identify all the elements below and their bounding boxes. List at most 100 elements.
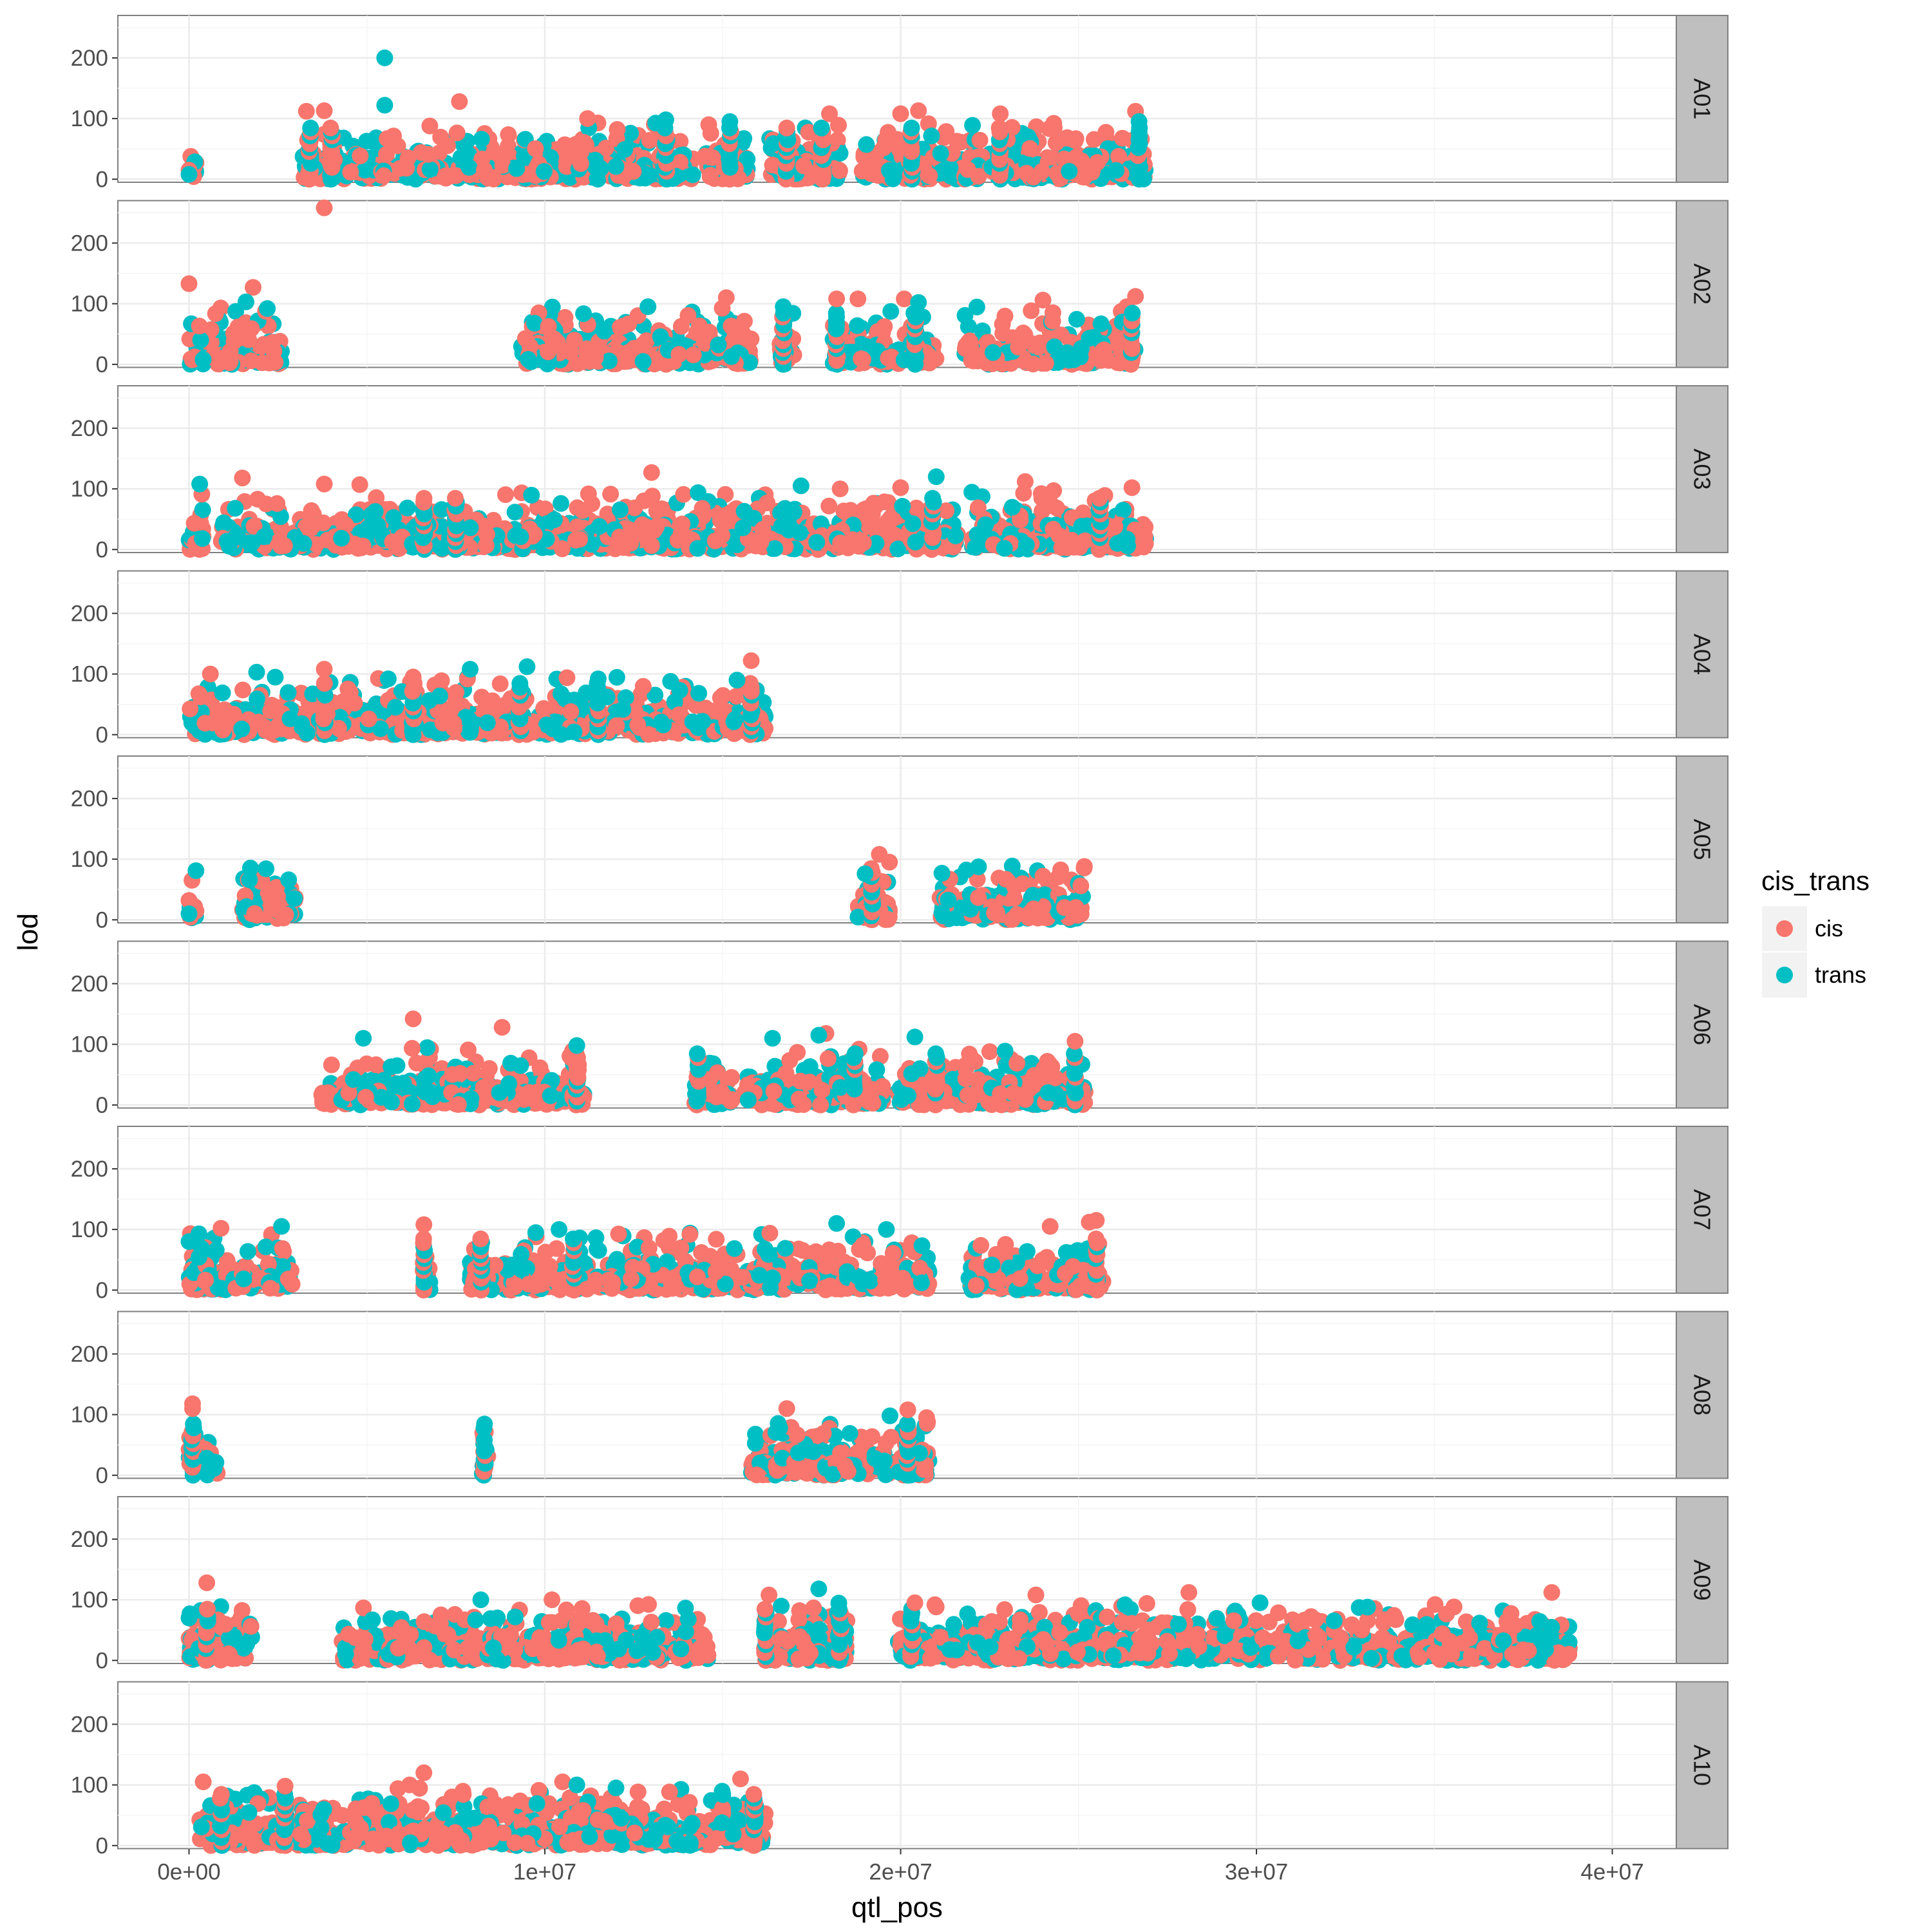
data-point-cis [500, 126, 517, 144]
data-point-trans [641, 167, 658, 184]
data-point-cis [476, 162, 493, 178]
data-point-cis [351, 476, 368, 493]
facet-points [180, 49, 1154, 188]
data-point-trans [657, 111, 674, 128]
data-point-cis [702, 167, 719, 184]
data-point-cis [971, 131, 989, 149]
data-point-cis [316, 675, 333, 692]
data-point-cis [439, 137, 456, 155]
y-tick-label: 200 [71, 416, 108, 441]
data-point-trans [923, 128, 940, 145]
data-point-cis [641, 131, 658, 149]
data-point-trans [366, 503, 384, 520]
data-point-trans [828, 305, 845, 322]
data-point-trans [526, 314, 543, 332]
data-point-cis [421, 117, 439, 135]
data-point-trans [248, 663, 265, 681]
data-point-cis [399, 149, 417, 166]
data-point-cis [1033, 163, 1050, 180]
data-point-cis [1010, 339, 1027, 355]
data-point-cis [354, 537, 372, 554]
data-point-cis [341, 684, 359, 701]
data-point-trans [545, 511, 563, 529]
data-point-cis [1046, 119, 1063, 137]
data-point-trans [192, 332, 209, 349]
data-point-cis [828, 290, 846, 308]
data-point-cis [316, 199, 333, 216]
data-point-trans [376, 97, 393, 114]
data-point-cis [1016, 473, 1034, 490]
data-point-cis [670, 346, 688, 363]
data-point-cis [674, 515, 691, 533]
data-point-trans [710, 336, 727, 354]
data-point-cis [685, 346, 702, 363]
data-point-cis [889, 131, 906, 148]
data-point-trans [689, 540, 706, 557]
data-point-cis [448, 124, 466, 142]
data-point-cis [182, 700, 199, 717]
data-point-cis [679, 307, 697, 324]
data-point-trans [376, 49, 393, 66]
y-tick-label: 100 [71, 662, 108, 687]
data-point-cis [234, 469, 251, 487]
data-point-trans [508, 160, 526, 177]
data-point-cis [675, 486, 692, 503]
data-point-trans [690, 685, 708, 702]
data-point-cis [210, 709, 227, 726]
data-point-cis [996, 307, 1014, 325]
data-point-cis [672, 154, 689, 171]
data-point-trans [907, 533, 924, 551]
data-point-trans [721, 113, 739, 130]
data-point-cis [562, 703, 580, 721]
data-point-trans [298, 724, 316, 742]
facet-strip-label: A05 [1689, 819, 1716, 860]
data-point-cis [558, 669, 576, 687]
data-point-cis [854, 351, 871, 368]
data-point-trans [608, 668, 625, 686]
data-point-cis [702, 125, 719, 142]
data-point-cis [831, 480, 849, 498]
data-point-trans [813, 119, 830, 137]
data-point-cis [445, 714, 462, 732]
data-point-trans [1108, 162, 1125, 179]
data-point-trans [1119, 537, 1136, 554]
data-point-trans [1018, 536, 1035, 554]
y-tick-label: 0 [96, 167, 108, 192]
data-point-cis [1053, 539, 1070, 556]
data-point-trans [421, 161, 439, 178]
data-point-cis [1095, 341, 1113, 359]
facet-panels: 0100200A010100200A020100200A030100200A04… [71, 15, 1728, 1859]
data-point-cis [540, 317, 557, 335]
data-point-trans [553, 495, 569, 512]
data-point-cis [1048, 499, 1065, 516]
data-point-cis [379, 130, 396, 147]
data-point-cis [574, 502, 591, 519]
data-point-cis [800, 124, 817, 141]
data-point-trans [858, 136, 875, 153]
data-point-cis [1037, 355, 1054, 372]
y-tick-label: 0 [96, 352, 108, 377]
data-point-cis [254, 354, 271, 372]
data-point-cis [602, 486, 620, 503]
data-point-trans [267, 668, 284, 686]
data-point-trans [385, 509, 402, 526]
y-tick-label: 0 [96, 723, 108, 748]
data-point-cis [892, 479, 909, 497]
data-point-cis [959, 161, 976, 178]
data-point-trans [728, 672, 746, 688]
data-point-trans [964, 117, 981, 134]
data-point-trans [904, 515, 922, 533]
data-point-cis [267, 354, 284, 371]
data-point-trans [462, 721, 479, 739]
data-point-trans [996, 540, 1013, 557]
y-tick-label: 100 [71, 292, 108, 317]
data-point-trans [591, 518, 608, 535]
data-point-cis [609, 121, 626, 138]
data-point-cis [1044, 312, 1061, 330]
y-tick-label: 0 [96, 537, 108, 562]
data-point-trans [553, 685, 569, 703]
data-point-cis [587, 348, 604, 366]
data-point-trans [511, 675, 529, 692]
